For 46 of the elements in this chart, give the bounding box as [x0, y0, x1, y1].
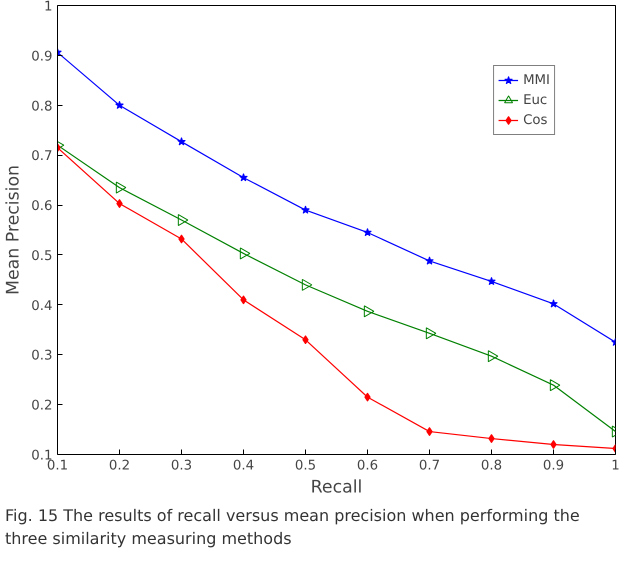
legend-label: Cos — [523, 112, 548, 128]
point — [364, 392, 371, 402]
point — [116, 199, 123, 208]
x-tick-label: 0.3 — [170, 458, 192, 474]
y-tick-label: 0.7 — [31, 149, 53, 164]
point — [302, 278, 312, 291]
x-tick-label: 0.1 — [46, 458, 68, 474]
y-tick-label: 0.6 — [31, 199, 53, 214]
point — [488, 434, 495, 444]
point — [302, 335, 309, 344]
point — [364, 305, 374, 318]
y-tick-label: 0.8 — [31, 99, 53, 114]
legend-label: MMI — [523, 72, 550, 88]
x-tick-label: 0.5 — [294, 458, 316, 474]
point — [487, 276, 496, 286]
point — [363, 228, 372, 236]
y-tick-label: 0.2 — [31, 398, 53, 414]
point — [240, 295, 247, 304]
point — [550, 440, 557, 450]
point — [115, 100, 124, 110]
x-tick-label: 0.2 — [108, 458, 130, 474]
x-tick-label: 0.6 — [356, 458, 378, 474]
point — [425, 256, 434, 265]
x-tick-label: 0.8 — [480, 458, 502, 474]
point — [177, 137, 186, 146]
point — [116, 182, 126, 194]
x-axis-title: Recall — [310, 478, 362, 498]
point — [426, 427, 433, 436]
point — [178, 214, 188, 226]
x-tick-label: 1 — [611, 458, 620, 474]
point — [301, 206, 310, 214]
legend-label: Euc — [523, 92, 548, 108]
point — [549, 299, 558, 308]
y-tick-label: 1 — [44, 0, 53, 14]
y-tick-label: 0.3 — [31, 348, 53, 364]
x-tick-label: 0.4 — [232, 458, 254, 474]
y-tick-label: 0.5 — [31, 248, 53, 264]
x-tick-label: 0.9 — [542, 458, 564, 474]
y-tick-label: 0.4 — [31, 298, 53, 314]
y-axis-title: Mean Precision — [3, 164, 24, 296]
y-tick-label: 0.9 — [31, 49, 53, 64]
point — [239, 173, 248, 182]
caption: Fig. 15 The results of recall versus mean precision when performing the three similarity measuring methods — [5, 505, 581, 550]
x-tick-label: 0.7 — [418, 458, 440, 474]
point — [178, 234, 185, 244]
point — [240, 247, 250, 260]
